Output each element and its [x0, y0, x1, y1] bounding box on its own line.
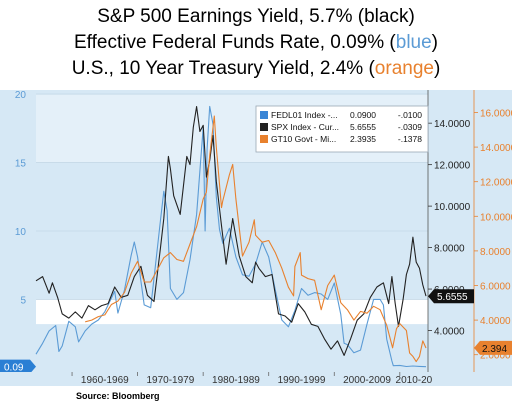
- title-line-2-blue-word: blue: [395, 32, 432, 53]
- x-axis-decade-label: 1970-1979: [146, 375, 194, 386]
- plot-band-white: [36, 299, 428, 325]
- chart-title-line-2: Effective Federal Funds Rate, 0.09% (blu…: [0, 30, 512, 56]
- legend-box: [255, 105, 429, 153]
- legend-swatch: [260, 135, 268, 143]
- legend-swatch: [260, 123, 268, 131]
- x-axis-decade-label: 2010-20: [396, 375, 433, 386]
- title-line-2-end: ): [431, 32, 438, 53]
- legend-swatch: [260, 111, 268, 119]
- x-axis-decade-label: 1960-1969: [81, 375, 129, 386]
- legend-value: 2.3935: [350, 134, 376, 144]
- earnings-yield-last-value-tag: [428, 289, 474, 304]
- left-axis-tick-label: 10: [15, 227, 27, 238]
- x-axis-decade-label: 1980-1989: [212, 375, 260, 386]
- earnings-yield-last-value-label: 5.6555: [437, 292, 468, 303]
- chart-title-line-3: U.S., 10 Year Treasury Yield, 2.4% (oran…: [0, 56, 512, 82]
- treasury-last-value-label: 2.394: [482, 344, 507, 355]
- source-note: Source: Bloomberg: [76, 391, 160, 401]
- left-axis-tick-label: 5: [20, 295, 26, 306]
- middle-axis-tick-label: 8.0000: [434, 244, 465, 255]
- middle-axis-tick-label: 10.0000: [434, 202, 471, 213]
- right-axis-tick-label: 14.0000: [480, 143, 512, 154]
- title-line-3-text: U.S., 10 Year Treasury Yield, 2.4% (: [71, 58, 375, 79]
- middle-axis-tick-label: 12.0000: [434, 161, 471, 172]
- right-axis-tick-label: 8.0000: [480, 247, 511, 258]
- legend-series-label: FEDL01 Index -...: [271, 110, 338, 120]
- orange-treasury-line: [85, 115, 427, 363]
- right-axis-tick-label: 10.0000: [480, 212, 512, 223]
- left-axis-tick-label: 20: [15, 90, 27, 101]
- right-axis-tick-label: 6.0000: [480, 281, 511, 292]
- legend-value: 5.6555: [350, 122, 376, 132]
- chart-title-line-1: S&P 500 Earnings Yield, 5.7% (black): [97, 6, 415, 27]
- title-line-3-orange-word: orange: [374, 58, 434, 79]
- x-axis-decade-label: 1990-1999: [278, 375, 326, 386]
- middle-axis-tick-label: 4.0000: [434, 327, 465, 338]
- black-earnings-yield-line: [35, 106, 427, 356]
- right-axis-tick-label: 2.0000: [480, 351, 511, 362]
- x-axis-strip: [0, 372, 512, 386]
- legend-change: -.0100: [398, 110, 422, 120]
- legend-change: -.1378: [398, 134, 422, 144]
- fed-funds-last-value-tag: [0, 359, 36, 374]
- left-axis-tick-label: 15: [15, 159, 27, 170]
- chart-titles: S&P 500 Earnings Yield, 5.7% (black) Eff…: [0, 0, 512, 84]
- right-axis-tick-label: 4.0000: [480, 316, 511, 327]
- legend-series-label: GT10 Govt - Mi...: [271, 134, 336, 144]
- legend-change: -.0309: [398, 122, 422, 132]
- fed-funds-last-value-label: 0.09: [4, 363, 24, 374]
- middle-axis-tick-label: 14.0000: [434, 119, 471, 130]
- blue-fed-funds-line: [35, 105, 427, 368]
- right-axis-tick-label: 12.0000: [480, 178, 512, 189]
- x-axis-decade-label: 2000-2009: [343, 375, 391, 386]
- legend-series-label: SPX Index - Cur...: [271, 122, 339, 132]
- treasury-last-value-tag: [474, 340, 512, 355]
- right-axis-tick-label: 16.0000: [480, 108, 512, 119]
- title-line-3-end: ): [433, 58, 441, 79]
- title-line-2-text: Effective Federal Funds Rate, 0.09% (: [73, 32, 396, 53]
- legend-value: 0.0900: [350, 110, 376, 120]
